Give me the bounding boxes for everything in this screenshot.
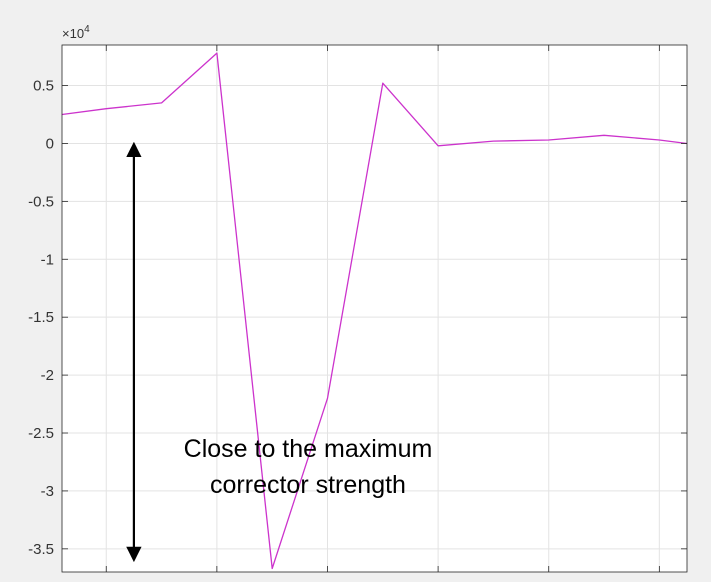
y-tick-label: -3 xyxy=(41,483,54,500)
axis-exponent-base: ×10 xyxy=(62,26,84,41)
axis-exponent-power: 4 xyxy=(84,24,90,35)
y-tick-label: -3.5 xyxy=(28,541,54,558)
y-tick-label: -2 xyxy=(41,367,54,384)
series-line xyxy=(61,52,688,570)
y-tick-label: -0.5 xyxy=(28,193,54,210)
axis-exponent-label: ×104 xyxy=(62,24,90,41)
y-tick-labels: 0.5 0 -0.5 -1 -1.5 -2 -2.5 -3 -3.5 xyxy=(28,78,54,558)
grid-lines xyxy=(62,45,687,572)
annotation: Close to the maximum corrector strength xyxy=(126,141,433,563)
annotation-line-1: Close to the maximum xyxy=(184,435,433,463)
y-tick-label: -2.5 xyxy=(28,425,54,442)
y-tick-label: 0.5 xyxy=(33,78,54,95)
annotation-line-2: corrector strength xyxy=(210,471,406,499)
y-tick-label: -1 xyxy=(41,251,54,268)
tick-marks xyxy=(62,45,687,572)
y-tick-label: -1.5 xyxy=(28,309,54,326)
y-tick-label: 0 xyxy=(46,135,54,152)
series-layer xyxy=(61,52,688,570)
plot-frame xyxy=(61,44,688,573)
